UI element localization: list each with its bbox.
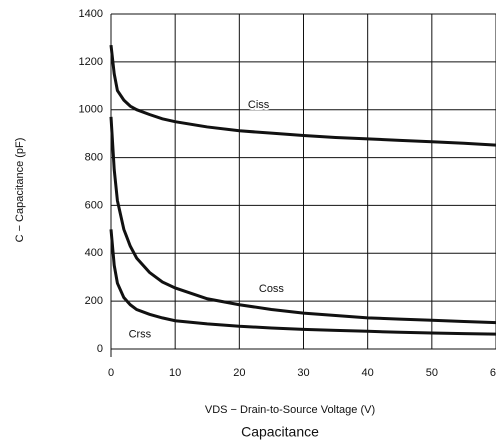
- curve: [109, 116, 496, 325]
- x-axis-label: VDS − Drain-to-Source Voltage (V): [205, 404, 375, 416]
- y-tick-label: 0: [97, 343, 103, 355]
- x-tick-label: 10: [169, 367, 181, 379]
- curve: [109, 229, 496, 336]
- x-tick-label: 0: [108, 367, 114, 379]
- y-tick-label: 1000: [79, 104, 103, 116]
- series-label: Crss: [129, 329, 152, 341]
- y-tick-label: 1200: [79, 56, 103, 68]
- x-tick-label: 60: [490, 367, 496, 379]
- series-label: Coss: [259, 283, 285, 295]
- x-tick-label: 40: [362, 367, 374, 379]
- y-tick-label: 400: [85, 247, 103, 259]
- x-tick-label: 20: [233, 367, 245, 379]
- y-tick-label: 1400: [79, 8, 103, 20]
- series-label: Ciss: [248, 99, 270, 111]
- x-tick-label: 30: [297, 367, 309, 379]
- y-tick-label: 200: [85, 295, 103, 307]
- y-tick-label: 800: [85, 151, 103, 163]
- chart-title: Capacitance: [241, 424, 319, 440]
- x-tick-label: 50: [426, 367, 438, 379]
- curve: [109, 44, 496, 147]
- y-axis-label: C − Capacitance (pF): [14, 138, 26, 243]
- y-tick-label: 600: [85, 199, 103, 211]
